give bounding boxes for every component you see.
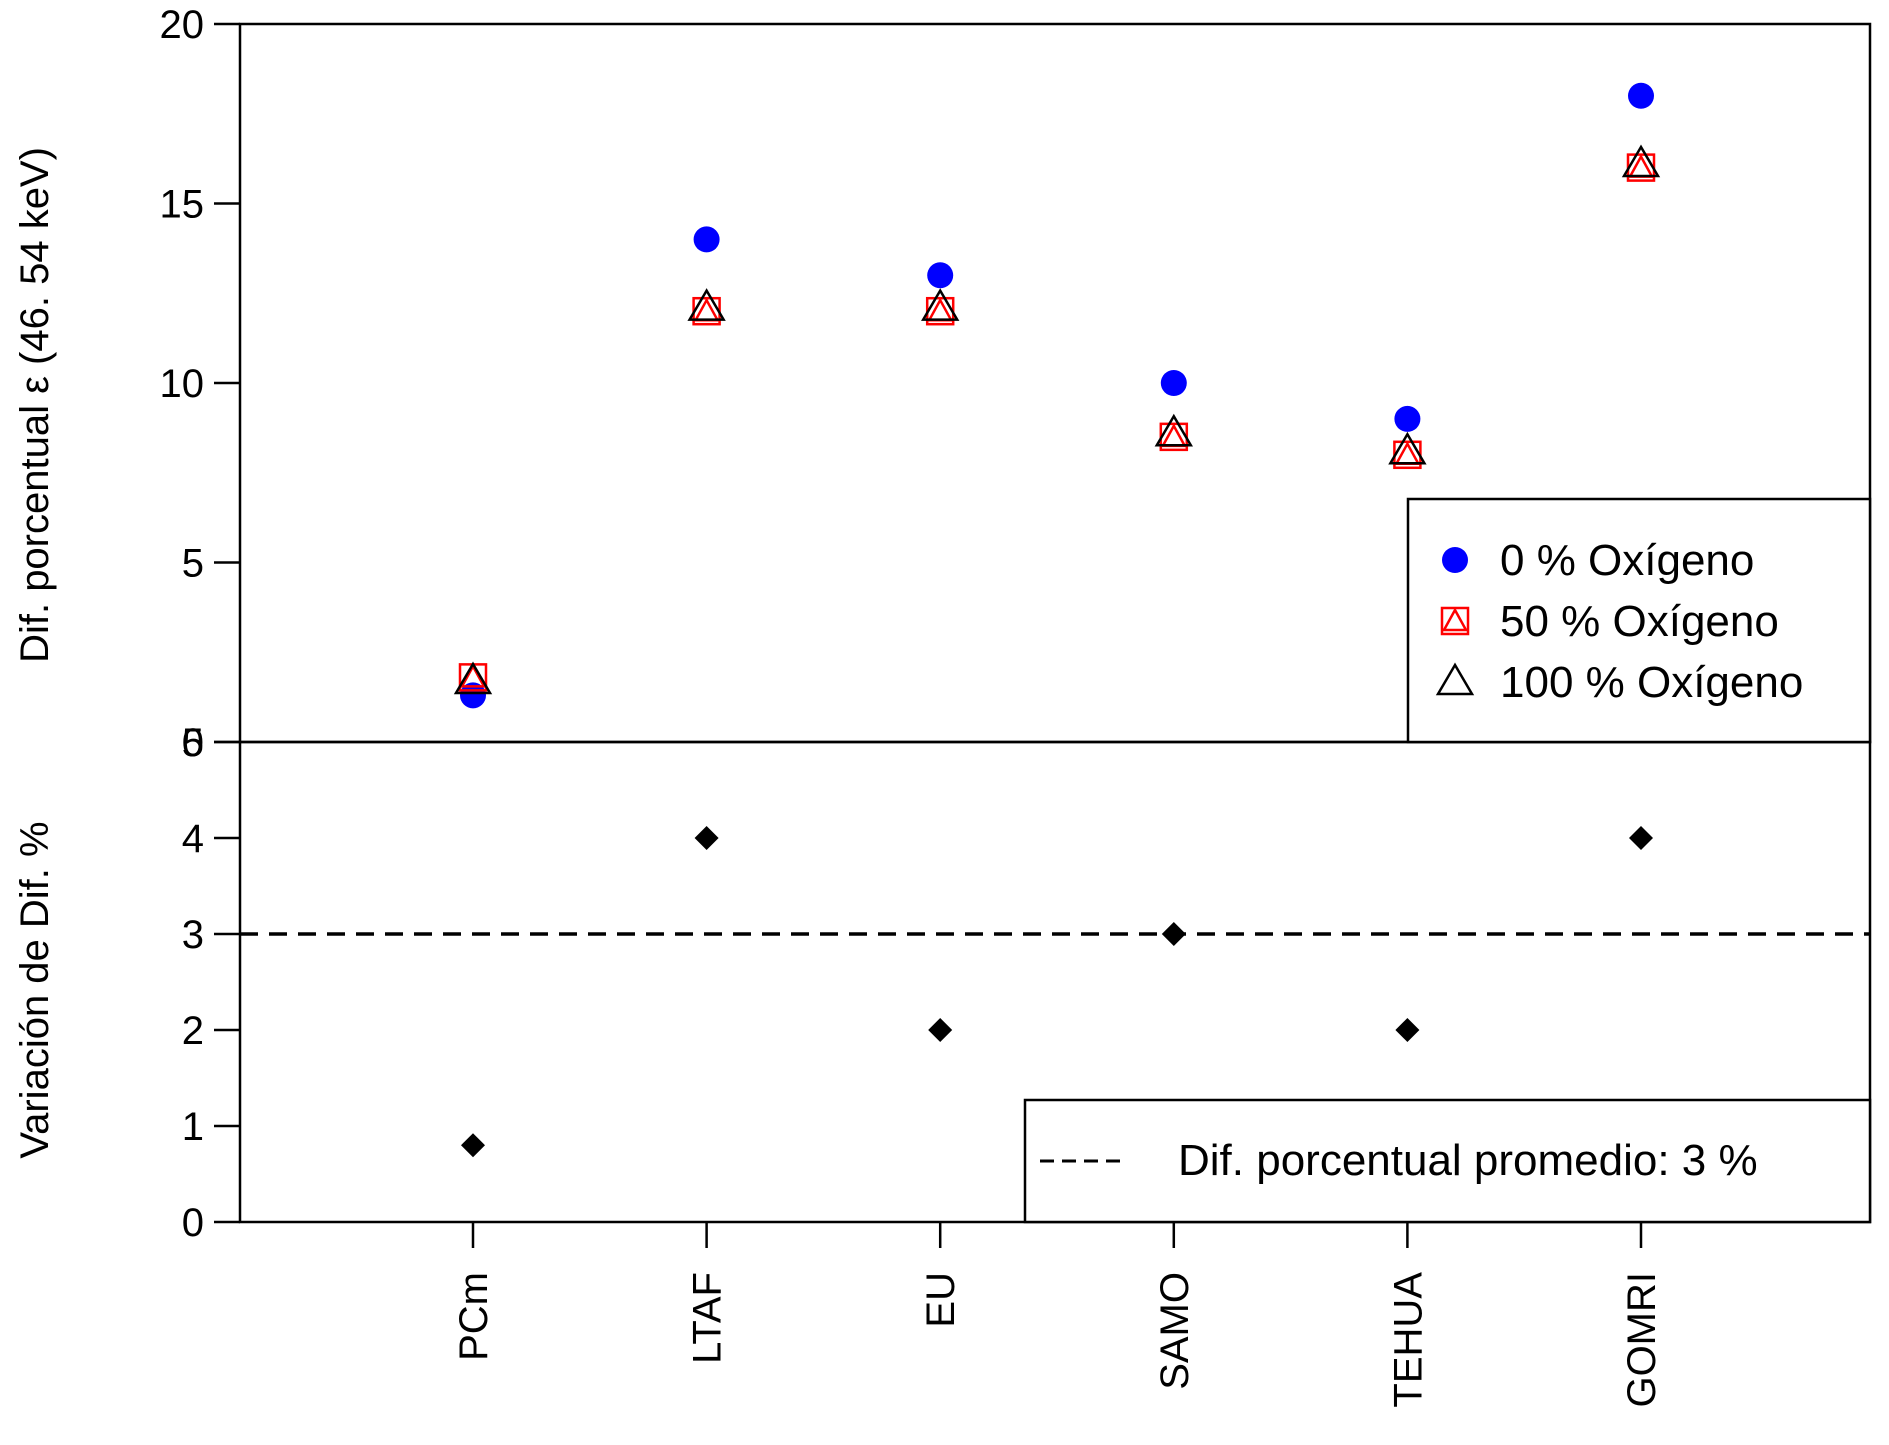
variation-point-eu — [928, 1018, 953, 1042]
bottom-y-tick-label: 5 — [182, 721, 204, 765]
bottom-y-tick-label: 0 — [182, 1201, 204, 1245]
point-series2-pcm — [453, 661, 493, 695]
x-category-label: EU — [919, 1272, 963, 1328]
legend-marker-series0 — [1442, 547, 1468, 573]
bottom-y-tick-label: 4 — [182, 817, 204, 861]
top-legend-box — [1406, 497, 1872, 744]
top-y-tick-label: 15 — [160, 183, 205, 227]
top-y-tick-label: 5 — [182, 542, 204, 586]
x-category-label: GOMRI — [1620, 1272, 1664, 1408]
legend-marker-series1-triangle — [1441, 607, 1469, 632]
point-series0-gomri — [1628, 82, 1654, 109]
bottom-legend-label: Dif. porcentual promedio: 3 % — [1178, 1136, 1758, 1185]
bottom-legend-box — [1023, 1098, 1872, 1224]
bottom-panel-points — [461, 826, 1653, 1158]
point-series2-tehua — [1388, 431, 1427, 465]
x-category-label: SAMO — [1153, 1272, 1197, 1390]
bottom-legend: Dif. porcentual promedio: 3 % — [1023, 1098, 1872, 1224]
point-series0-eu — [927, 262, 954, 289]
variation-point-gomri — [1629, 826, 1653, 850]
point-series2-samo — [1154, 413, 1193, 447]
top-y-axis-title: Dif. porcentual ε (46. 54 keV) — [13, 147, 57, 663]
point-series0-tehua — [1394, 405, 1421, 432]
top-legend: 0 % Oxígeno 50 % Oxígeno 100 % Oxígeno — [1406, 497, 1872, 744]
top-y-tick-label: 0 — [182, 721, 204, 765]
x-category-label: PCm — [452, 1272, 496, 1361]
point-series1-pcm-triangle — [459, 663, 487, 688]
x-category-label: TEHUA — [1386, 1272, 1430, 1408]
bottom-y-tick-label: 2 — [182, 1009, 204, 1053]
bottom-y-tick-label: 1 — [182, 1105, 204, 1149]
variation-point-samo — [1161, 922, 1186, 946]
top-y-tick-label: 20 — [160, 3, 205, 47]
point-series0-pcm — [460, 682, 486, 709]
legend-label-series2: 100 % Oxígeno — [1500, 658, 1803, 707]
legend-label-series1: 50 % Oxígeno — [1500, 597, 1779, 646]
point-series0-samo — [1160, 370, 1187, 396]
variation-point-ltaf — [694, 826, 719, 850]
variation-point-tehua — [1395, 1018, 1420, 1042]
x-category-label: LTAF — [686, 1272, 730, 1364]
legend-label-series0: 0 % Oxígeno — [1500, 536, 1754, 585]
top-y-tick-label: 10 — [160, 362, 205, 406]
point-series2-gomri — [1621, 144, 1661, 178]
bottom-y-axis-title: Variación de Dif. % — [13, 821, 57, 1158]
variation-point-pcm — [461, 1133, 485, 1158]
point-series2-eu — [921, 288, 960, 321]
point-series0-ltaf — [693, 226, 720, 253]
legend-marker-series2 — [1435, 662, 1475, 696]
top-panel-points — [453, 82, 1661, 709]
bottom-y-tick-label: 3 — [182, 913, 204, 957]
point-series2-ltaf — [687, 288, 726, 321]
